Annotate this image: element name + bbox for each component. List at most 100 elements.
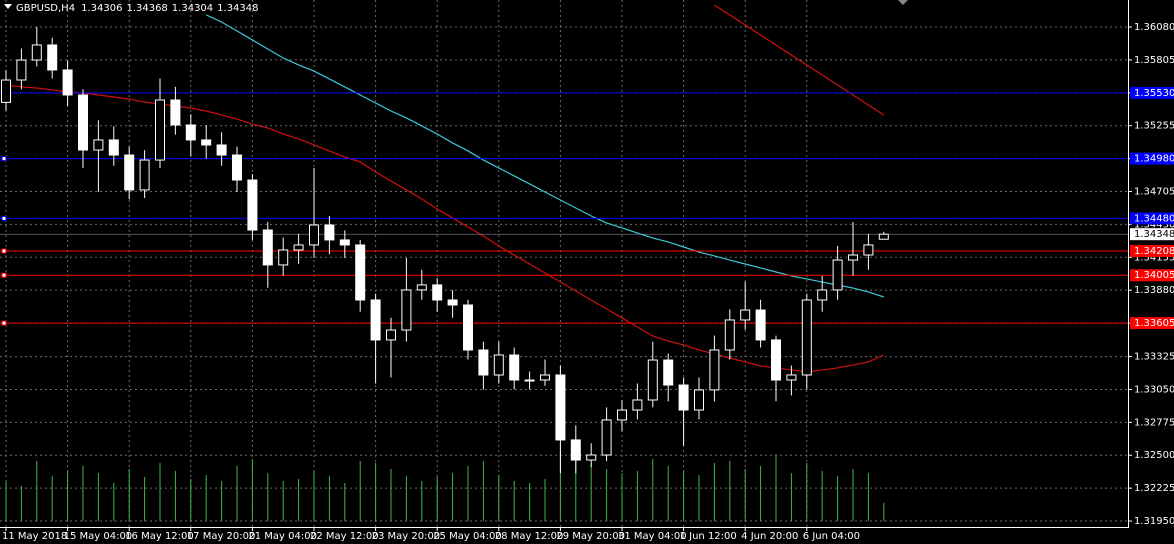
level-label: 1.35530 [1134,88,1174,99]
y-tick-label: 1.32500 [1134,450,1174,461]
level-tag [1130,86,1174,99]
level-label: 1.33605 [1134,318,1174,329]
candle-layer [1,27,889,474]
candle-body [170,99,181,126]
header-close: 1.34348 [217,3,258,14]
candle-body [47,44,58,71]
candle-body [262,229,273,266]
y-tick-label: 1.34430 [1134,219,1174,230]
candle-body [155,99,165,161]
candle-body [647,359,658,401]
x-tick-label: 6 Jun 04:00 [803,531,860,542]
x-tick-label: 17 May 20:00 [187,531,256,542]
candle-body [786,374,797,381]
level-label: 1.34208 [1134,246,1174,257]
candle-body [863,244,874,256]
level-anchor [1,156,7,162]
shift-marker[interactable] [898,0,908,5]
level-tag [1130,212,1174,225]
candle-body [817,289,828,301]
candle-body [216,144,227,156]
y-tick-label: 1.32225 [1134,483,1174,494]
candle-body [108,139,119,156]
level-layer [0,90,1128,326]
y-tick-label: 1.33325 [1134,352,1174,363]
y-tick-label: 1.36080 [1134,22,1174,33]
header-open: 1.34306 [81,3,122,14]
x-tick-label: 4 Jun 20:00 [741,531,798,542]
y-tick-label: 1.33050 [1134,384,1174,395]
candle-body [401,289,412,331]
y-tick-label: 1.35805 [1134,55,1174,66]
level-tag [1130,317,1174,330]
candle-body [570,439,581,461]
level-tag [1130,244,1174,257]
chart-title: GBPUSD,H4 [16,3,75,14]
candle-body [509,354,520,381]
x-tick-label: 29 May 20:00 [556,531,625,542]
candle-body [709,349,720,391]
candle-body [293,244,304,251]
level-label: 1.34480 [1134,213,1174,224]
level-anchor [1,215,7,221]
candle-body [232,154,242,181]
chart-header: GBPUSD,H4 1.34306 1.34368 1.34304 1.34348 [16,3,259,14]
candle-body [555,374,566,441]
header-low: 1.34304 [172,3,213,14]
candle-body [247,179,258,231]
candle-body [386,329,396,341]
y-tick-label: 1.31950 [1134,516,1174,527]
candle-body [278,249,289,266]
x-tick-label: 16 May 12:00 [125,531,194,542]
level-tag [1130,269,1174,282]
x-tick-label: 21 May 04:00 [248,531,317,542]
candle-body [632,399,643,411]
candle-body [416,284,427,291]
candle-body [185,124,196,141]
header-high: 1.34368 [126,3,167,14]
candle-body [447,299,458,306]
volume-layer [5,451,885,521]
candle-body [62,69,73,96]
candle-body [78,94,88,151]
x-tick-label: 22 May 12:00 [310,531,379,542]
x-tick-label: 23 May 20:00 [372,531,441,542]
candle-body [31,44,42,61]
candle-body [139,159,150,191]
x-tick-label: 28 May 12:00 [495,531,564,542]
moving-average [714,4,885,116]
level-anchor [1,320,7,326]
x-tick-label: 25 May 04:00 [433,531,502,542]
y-tick-label: 1.34705 [1134,186,1174,197]
moving-average [5,84,885,373]
candle-body [586,454,597,461]
grid-layer [0,0,1128,527]
candle-body [740,309,751,321]
candle-body [463,304,473,351]
moving-average [205,14,884,298]
candle-body [324,224,335,241]
candle-body [771,339,781,381]
level-anchor [1,248,7,254]
candle-body [832,259,843,291]
candle-body [678,384,689,411]
candle-body [16,59,27,81]
candle-body [724,319,735,351]
candle-body [1,79,11,103]
candle-body [848,254,858,261]
level-label: 1.34005 [1134,270,1174,281]
candle-body [309,224,319,246]
current-price-tag [1130,228,1174,241]
y-tick-label: 1.32775 [1134,417,1174,428]
candle-body [432,284,443,301]
axis-layer: 1.36080 1.35805 1.35530 1.35255 1.34980 1.347… [2,22,1174,542]
candle-body [540,374,550,381]
candle-body [694,389,704,411]
x-tick-label: 31 May 04:00 [618,531,687,542]
y-tick-label: 1.35255 [1134,121,1174,132]
candle-body [755,309,766,341]
symbol-menu-icon[interactable] [4,4,12,9]
level-tag [1130,152,1174,165]
